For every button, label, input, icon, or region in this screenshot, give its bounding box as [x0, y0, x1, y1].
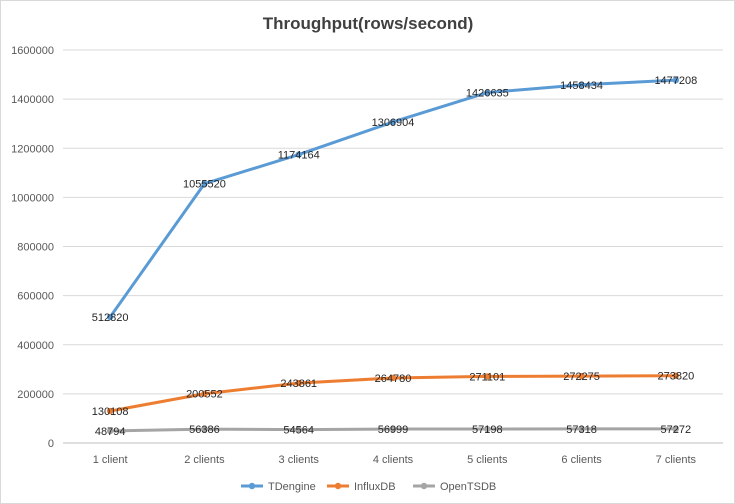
data-label-influxdb: 271101: [469, 371, 505, 383]
y-tick-label: 400000: [17, 340, 54, 352]
data-point-influxdb: [295, 379, 302, 387]
data-point-opentsdb: [672, 425, 680, 433]
x-tick-label: 4 clients: [373, 454, 414, 466]
data-point-tdengine: [672, 76, 680, 84]
data-point-tdengine: [295, 151, 302, 158]
data-point-opentsdb: [201, 425, 208, 433]
data-label-opentsdb: 56386: [189, 424, 220, 436]
series-lines: [106, 76, 680, 435]
data-label-opentsdb: 57198: [472, 424, 503, 436]
y-tick-label: 1000000: [11, 192, 54, 204]
y-tick-label: 600000: [17, 291, 54, 303]
y-tick-label: 1200000: [11, 143, 54, 155]
legend-swatch-marker: [334, 482, 342, 490]
legend-label: InfluxDB: [354, 481, 396, 493]
data-point-opentsdb: [484, 425, 491, 433]
data-label-tdengine: 1458434: [560, 80, 603, 92]
series-tdengine: [106, 76, 680, 321]
data-point-tdengine: [484, 89, 491, 96]
legend-item-influxdb: InfluxDB: [327, 481, 396, 493]
legend-item-opentsdb: OpenTSDB: [413, 481, 496, 493]
data-point-influxdb: [484, 373, 491, 380]
data-point-influxdb: [201, 390, 208, 397]
legend-label: OpenTSDB: [440, 481, 496, 493]
data-point-influxdb: [578, 372, 585, 380]
data-point-influxdb: [106, 407, 114, 415]
y-tick-label: 800000: [17, 242, 54, 254]
data-point-opentsdb: [578, 425, 585, 433]
data-label-influxdb: 273820: [657, 371, 694, 383]
gridlines: [63, 49, 723, 444]
data-label-tdengine: 1426635: [466, 88, 509, 100]
data-point-tdengine: [201, 180, 208, 187]
x-tick-label: 7 clients: [656, 454, 697, 466]
data-point-tdengine: [389, 118, 397, 126]
x-axis-tick-labels: 1 client 2 clients 3 clients 4 clients 5 cli…: [93, 454, 697, 466]
x-tick-label: 3 clients: [279, 454, 320, 466]
x-tick-label: 2 clients: [184, 454, 225, 466]
data-label-influxdb: 264780: [375, 373, 412, 385]
data-label-opentsdb: 56999: [378, 424, 409, 436]
data-label-influxdb: 243861: [280, 378, 317, 390]
data-label-tdengine: 512820: [92, 312, 129, 324]
legend-swatch-marker: [420, 482, 428, 490]
series-line-tdengine: [108, 78, 678, 319]
x-tick-label: 5 clients: [467, 454, 508, 466]
data-label-influxdb: 200552: [186, 389, 223, 401]
x-tick-label: 1 client: [93, 454, 128, 466]
y-tick-label: 200000: [17, 389, 54, 401]
y-tick-label: 1400000: [11, 94, 54, 106]
x-tick-label: 6 clients: [561, 454, 602, 466]
data-label-opentsdb: 57318: [566, 424, 597, 436]
data-point-influxdb: [389, 374, 397, 382]
data-label-opentsdb: 57272: [661, 424, 692, 436]
data-label-tdengine: 1477208: [654, 75, 697, 87]
data-label-tdengine: 1174164: [278, 150, 320, 162]
data-point-opentsdb: [106, 427, 114, 435]
series-opentsdb: [106, 425, 680, 435]
y-tick-label: 0: [48, 438, 54, 450]
series-influxdb: [106, 372, 680, 415]
data-point-opentsdb: [295, 426, 302, 433]
y-tick-label: 1600000: [11, 45, 54, 57]
chart-title: Throughput(rows/second): [263, 14, 474, 33]
data-label-opentsdb: 54564: [283, 425, 314, 437]
legend-item-tdengine: TDengine: [241, 481, 316, 493]
data-label-tdengine: 1055520: [183, 179, 226, 191]
data-label-tdengine: 1306904: [372, 117, 415, 129]
data-point-tdengine: [578, 81, 585, 88]
legend: TDengine InfluxDB OpenTSDB: [241, 481, 496, 493]
data-labels: 512820 1055520 1174164 1306904 1426635 145843…: [92, 75, 697, 438]
legend-label: TDengine: [268, 481, 316, 493]
data-label-opentsdb: 48794: [95, 426, 126, 438]
data-label-influxdb: 272275: [563, 371, 600, 383]
data-point-tdengine: [106, 313, 114, 321]
data-point-opentsdb: [389, 425, 397, 433]
data-label-influxdb: 130108: [92, 406, 129, 418]
data-point-influxdb: [672, 372, 680, 379]
y-axis-tick-labels: 0 200000 400000 600000 800000 1000000 1200000 1…: [11, 45, 54, 450]
legend-swatch-marker: [248, 482, 256, 490]
